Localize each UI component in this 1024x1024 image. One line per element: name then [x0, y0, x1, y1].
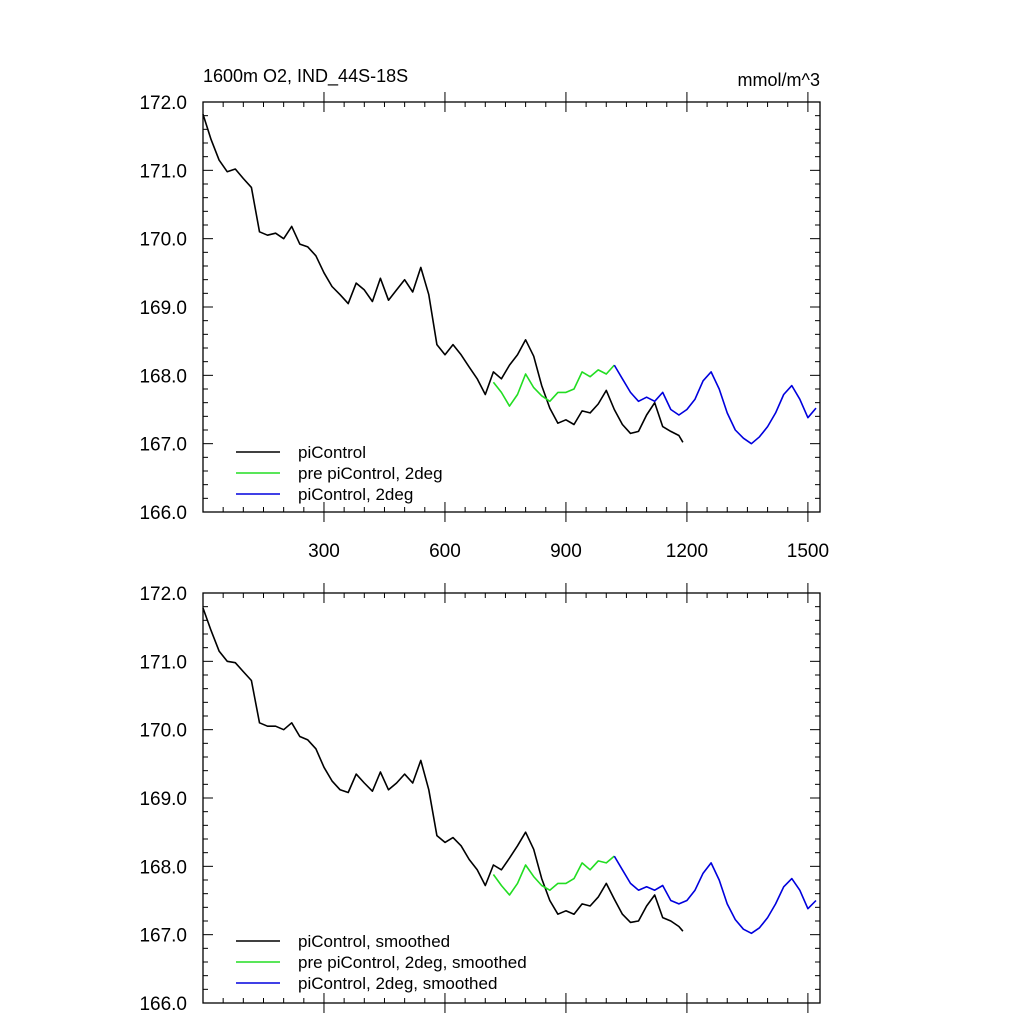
- y-tick-label: 167.0: [139, 926, 187, 947]
- series-line-1: [492, 855, 615, 896]
- series-line-0: [202, 607, 684, 932]
- legend-label: piControl, 2deg: [298, 485, 413, 504]
- top-series-layer: [202, 114, 817, 445]
- series-line-2: [613, 364, 817, 445]
- bottom-plot-frame: [202, 592, 821, 1004]
- y-tick-label: 172.0: [139, 93, 187, 114]
- legend-label: pre piControl, 2deg, smoothed: [298, 953, 527, 972]
- legend-label: piControl, 2deg, smoothed: [298, 974, 497, 993]
- y-tick-label: 168.0: [139, 366, 187, 387]
- y-tick-label: 169.0: [139, 789, 187, 810]
- y-tick-label: 169.0: [139, 298, 187, 319]
- y-tick-label: 166.0: [139, 994, 187, 1015]
- top-plot-frame: [202, 101, 821, 513]
- legend-label: piControl, smoothed: [298, 932, 450, 951]
- series-line-0: [202, 114, 684, 443]
- x-tick-label: 1200: [666, 541, 708, 562]
- legend-label: pre piControl, 2deg: [298, 464, 443, 483]
- bottom-panel: 166.0 167.0 168.0 169.0 170.0 171.0 172.0 piCo…: [139, 583, 821, 1015]
- legend-label: piControl: [298, 443, 366, 462]
- x-tick-label: 600: [429, 541, 461, 562]
- top-panel: 1600m O2, IND_44S-18S mmol/m^3 166.0 167.…: [139, 66, 829, 562]
- top-legend: piControl pre piControl, 2deg piControl, 2…: [236, 443, 443, 504]
- x-tick-label: 1500: [787, 541, 829, 562]
- series-line-1: [492, 364, 615, 407]
- bottom-legend: piControl, smoothed pre piControl, 2deg, …: [236, 932, 527, 993]
- y-tick-label: 167.0: [139, 435, 187, 456]
- top-axis-ticks: 166.0 167.0 168.0 169.0 170.0 171.0 172.0 300 60…: [139, 92, 829, 562]
- y-tick-label: 171.0: [139, 161, 187, 182]
- y-tick-label: 171.0: [139, 652, 187, 673]
- chart-title: 1600m O2, IND_44S-18S: [203, 66, 408, 87]
- units-label: mmol/m^3: [738, 70, 820, 90]
- series-line-2: [613, 855, 817, 935]
- x-tick-label: 900: [550, 541, 582, 562]
- x-tick-label: 300: [308, 541, 340, 562]
- y-tick-label: 170.0: [139, 721, 187, 742]
- bottom-series-layer: [202, 607, 817, 935]
- y-tick-label: 168.0: [139, 857, 187, 878]
- y-tick-label: 172.0: [139, 584, 187, 605]
- bottom-axis-ticks: 166.0 167.0 168.0 169.0 170.0 171.0 172.0: [139, 583, 820, 1015]
- y-tick-label: 170.0: [139, 230, 187, 251]
- y-tick-label: 166.0: [139, 503, 187, 524]
